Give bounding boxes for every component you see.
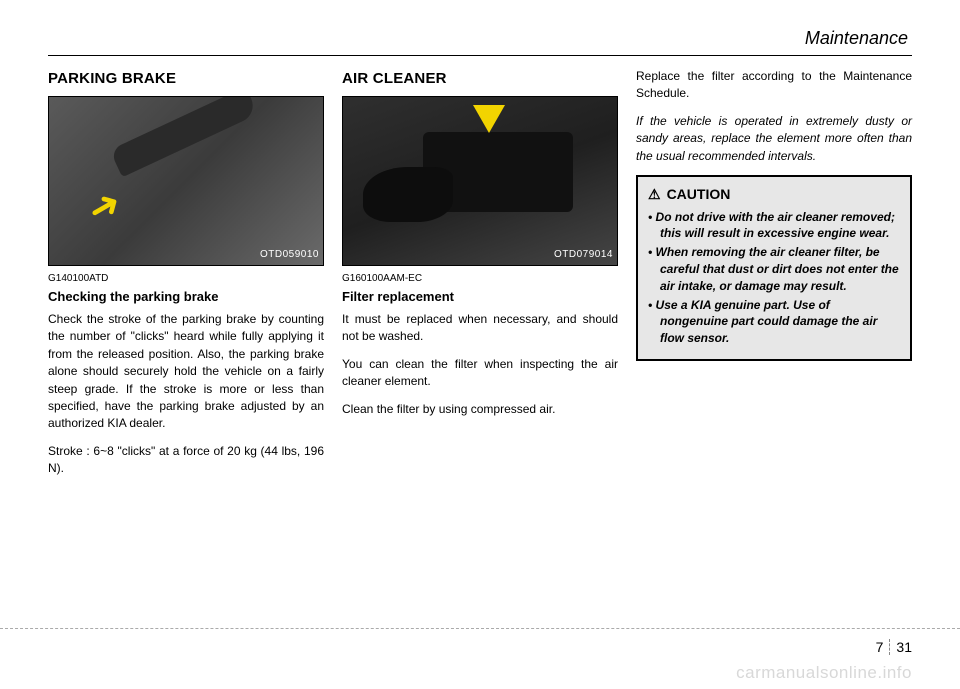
- air-cleaner-subheading: Filter replacement: [342, 288, 618, 307]
- air-cleaner-p3: Clean the filter by using compressed air…: [342, 401, 618, 418]
- air-cleaner-title: AIR CLEANER: [342, 68, 618, 90]
- caution-item: Use a KIA genuine part. Use of nongenuin…: [648, 297, 900, 347]
- column-parking-brake: PARKING BRAKE ➜ OTD059010 G140100ATD Che…: [48, 68, 324, 488]
- content-columns: PARKING BRAKE ➜ OTD059010 G140100ATD Che…: [48, 68, 912, 488]
- caution-box: CAUTION Do not drive with the air cleane…: [636, 175, 912, 361]
- down-arrow-icon: [473, 105, 505, 133]
- caution-item: When removing the air cleaner filter, be…: [648, 244, 900, 294]
- column-notes: Replace the filter according to the Main…: [636, 68, 912, 488]
- page-footer: 7 31: [876, 639, 912, 655]
- caution-title: CAUTION: [648, 185, 900, 205]
- parking-brake-figure: ➜ OTD059010: [48, 96, 324, 266]
- footer-divider: [0, 628, 960, 629]
- caution-list: Do not drive with the air cleaner remove…: [648, 209, 900, 347]
- reference-code: G140100ATD: [48, 272, 324, 287]
- air-cleaner-figure: OTD079014: [342, 96, 618, 266]
- manual-page: Maintenance PARKING BRAKE ➜ OTD059010 G1…: [0, 0, 960, 689]
- column-air-cleaner: AIR CLEANER OTD079014 G160100AAM-EC Filt…: [342, 68, 618, 488]
- parking-brake-body: Check the stroke of the parking brake by…: [48, 311, 324, 433]
- page-number: 31: [896, 639, 912, 655]
- up-arrow-icon: ➜: [77, 175, 132, 239]
- parking-brake-title: PARKING BRAKE: [48, 68, 324, 90]
- caution-item: Do not drive with the air cleaner remove…: [648, 209, 900, 243]
- dusty-areas-note: If the vehicle is operated in extremely …: [636, 113, 912, 165]
- figure-label: OTD079014: [554, 248, 613, 263]
- air-cleaner-p2: You can clean the filter when inspecting…: [342, 356, 618, 391]
- figure-label: OTD059010: [260, 248, 319, 263]
- air-cleaner-p1: It must be replaced when necessary, and …: [342, 311, 618, 346]
- reference-code: G160100AAM-EC: [342, 272, 618, 287]
- watermark: carmanualsonline.info: [736, 663, 912, 683]
- brake-lever-graphic: [110, 96, 259, 177]
- header-section-title: Maintenance: [48, 28, 912, 56]
- stroke-spec: Stroke : 6~8 "clicks" at a force of 20 k…: [48, 443, 324, 478]
- replace-filter-text: Replace the filter according to the Main…: [636, 68, 912, 103]
- parking-brake-subheading: Checking the parking brake: [48, 288, 324, 307]
- airhose-graphic: [363, 167, 453, 222]
- section-number: 7: [876, 639, 891, 655]
